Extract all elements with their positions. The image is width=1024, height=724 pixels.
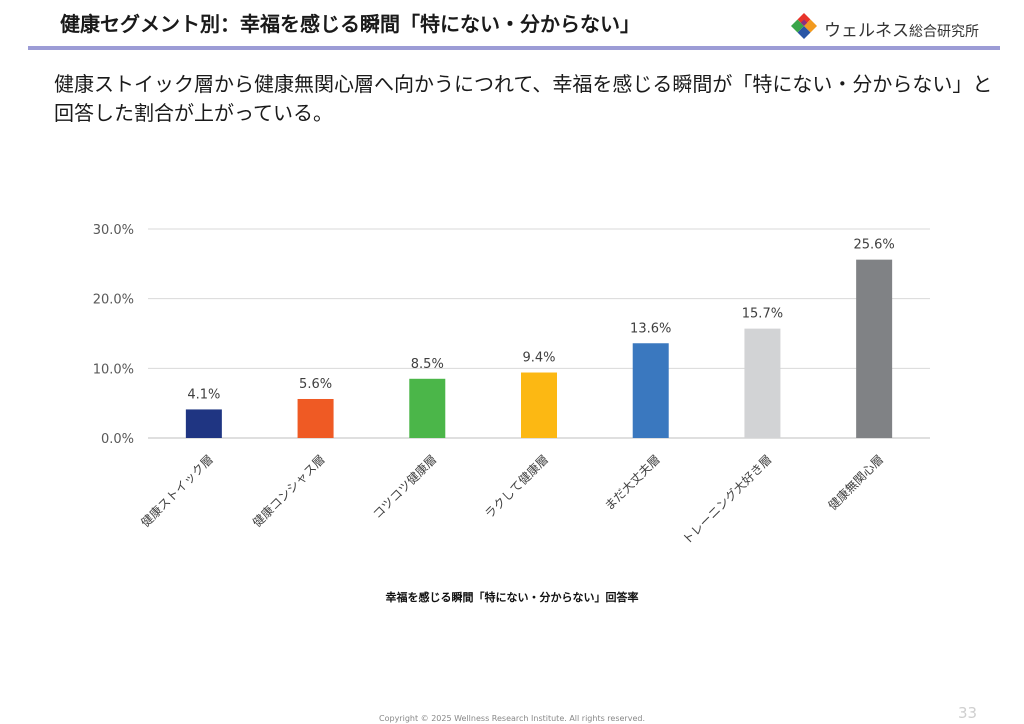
page-number: 33 [958, 704, 978, 722]
data-label: 13.6% [630, 321, 671, 336]
x-tick-label: コツコツ健康層 [369, 452, 439, 522]
x-tick-label: ラクして健康層 [481, 452, 551, 522]
title-divider [28, 46, 1000, 50]
page-title: 健康セグメント別：幸福を感じる瞬間「特にない・分からない」 [60, 12, 640, 36]
x-tick-label: 健康無関心層 [825, 452, 887, 514]
data-label: 5.6% [299, 377, 332, 392]
x-tick-label: 健康ストイック層 [137, 452, 215, 530]
bar [409, 378, 446, 438]
x-tick-label: トレーニング大好き層 [680, 452, 775, 547]
data-label: 15.7% [742, 307, 783, 322]
y-tick-label: 10.0% [93, 362, 134, 377]
y-tick-label: 0.0% [101, 432, 134, 447]
copyright-text: Copyright © 2025 Wellness Research Insti… [379, 714, 645, 723]
lead-text: 健康ストイック層から健康無関心層へ向かうにつれて、幸福を感じる瞬間が「特にない・… [54, 72, 993, 125]
data-label: 25.6% [853, 238, 894, 253]
logo-name: ウェルネス [824, 21, 909, 41]
logo-suffix: 総合研究所 [909, 24, 979, 40]
bar [632, 343, 669, 438]
x-tick-label: 健康コンシャス層 [249, 452, 327, 530]
data-label: 9.4% [522, 351, 555, 366]
data-label: 8.5% [411, 357, 444, 372]
chart-x-axis-label: 幸福を感じる瞬間「特にない・分からない」回答率 [385, 591, 639, 604]
bar [185, 409, 222, 438]
bar [521, 372, 557, 438]
x-tick-label: まだ大丈夫層 [602, 452, 663, 513]
y-tick-label: 20.0% [93, 293, 134, 308]
bar [744, 328, 781, 438]
bar [856, 259, 893, 438]
bar [297, 398, 334, 438]
data-label: 4.1% [187, 387, 220, 402]
diamond-mosaic-logo-icon [791, 13, 817, 39]
y-tick-label: 30.0% [93, 223, 134, 238]
